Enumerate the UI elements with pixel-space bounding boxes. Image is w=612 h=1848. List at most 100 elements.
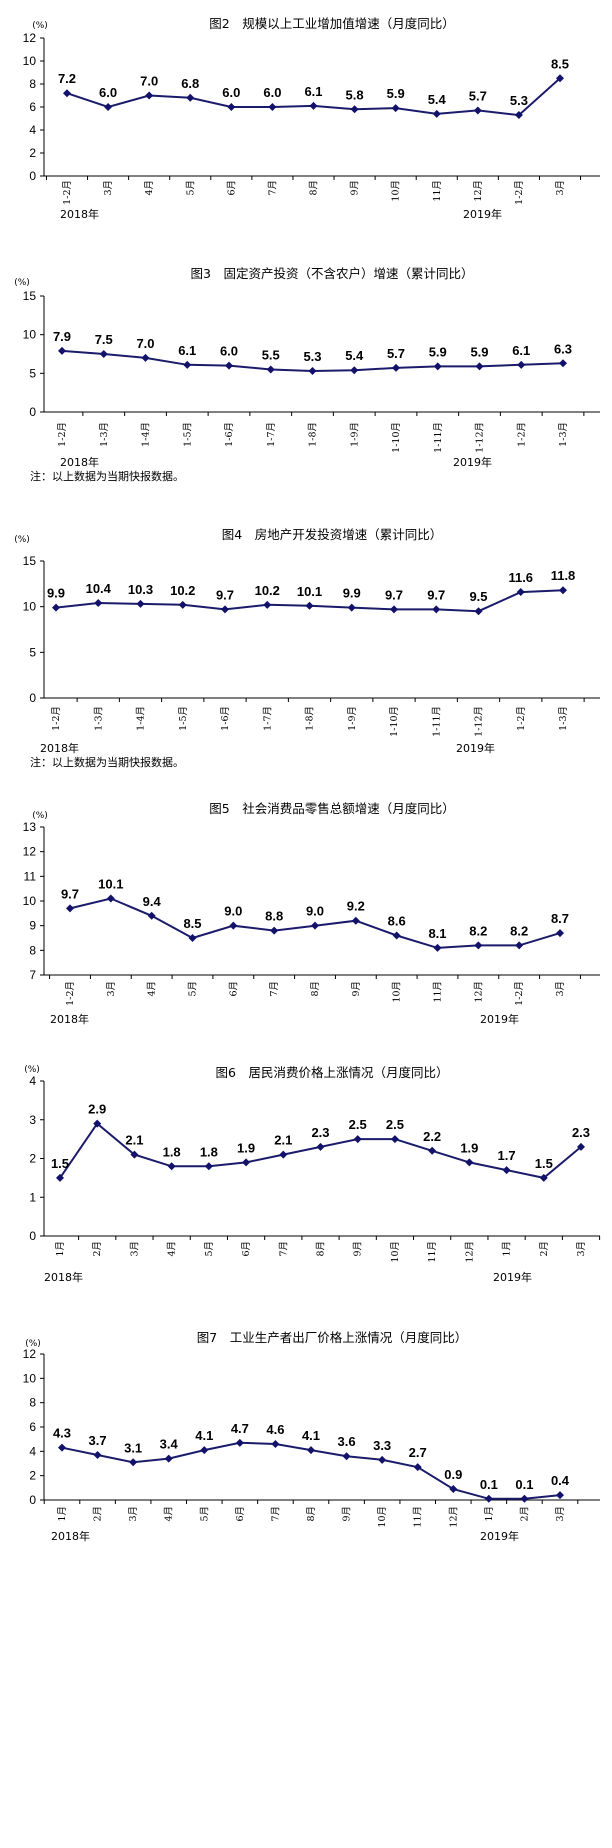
data-label: 9.7 xyxy=(385,587,403,602)
data-label: 6.0 xyxy=(99,85,117,100)
data-label: 4.6 xyxy=(266,1422,284,1437)
data-label: 7.2 xyxy=(58,71,76,86)
chart-title: 图7 工业生产者出厂价格上涨情况（月度同比） xyxy=(197,1330,467,1345)
x-tick-label: 3月 xyxy=(576,1241,587,1257)
data-label: 0.9 xyxy=(444,1467,462,1482)
data-point-marker xyxy=(577,1142,585,1151)
data-label: 0.1 xyxy=(515,1477,533,1492)
data-point-marker xyxy=(242,1158,251,1167)
y-tick-label: 11 xyxy=(24,869,37,883)
x-tick-label: 1-2月 xyxy=(516,706,527,731)
data-point-marker xyxy=(200,1446,209,1455)
data-point-marker xyxy=(392,931,401,940)
data-label: 7.5 xyxy=(95,332,113,347)
data-label: 10.1 xyxy=(98,877,123,892)
chart-title: 图5 社会消费品零售总额增速（月度同比） xyxy=(209,801,454,816)
data-point-marker xyxy=(413,1463,422,1472)
x-tick-label: 8月 xyxy=(310,981,321,997)
x-tick-label: 8月 xyxy=(316,1241,327,1257)
data-point-marker xyxy=(391,104,400,113)
data-label: 0.1 xyxy=(480,1477,498,1492)
data-label: 2.3 xyxy=(311,1125,329,1140)
year-label-2019: 2019年 xyxy=(456,741,495,755)
data-label: 5.3 xyxy=(510,93,528,108)
data-point-marker xyxy=(556,74,564,83)
x-tick-label: 1-3月 xyxy=(93,706,104,731)
chart-panel-fig4: 图4 房地产开发投资增速（累计同比） (%) 0 5 10 15 1-2月 1-3月 1-4月 1… xyxy=(0,522,612,792)
data-label: 1.5 xyxy=(535,1156,553,1171)
chart-title: 图4 房地产开发投资增速（累计同比） xyxy=(222,527,442,542)
y-tick-label: 0 xyxy=(29,405,36,419)
y-axis-unit-label: (%) xyxy=(32,811,48,821)
data-label: 7.9 xyxy=(53,329,71,344)
data-label: 5.3 xyxy=(303,349,321,364)
data-label: 2.1 xyxy=(274,1133,292,1148)
data-label: 5.4 xyxy=(428,92,447,107)
x-tick-label: 1-2月 xyxy=(65,981,76,1006)
x-tick-label: 1-2月 xyxy=(51,706,62,731)
y-tick-label: 3 xyxy=(29,1113,36,1127)
chart-fig5: 图5 社会消费品零售总额增速（月度同比） (%) 7 8 9 10 11 12 13 1-2月 3月… xyxy=(23,801,600,1026)
x-tick-label: 1-4月 xyxy=(141,422,152,447)
data-label: 4.1 xyxy=(302,1428,320,1443)
y-axis-unit-label: (%) xyxy=(14,278,30,288)
x-tick-label: 1-11月 xyxy=(433,422,444,453)
y-tick-label: 12 xyxy=(23,31,37,45)
year-label-2019: 2019年 xyxy=(480,1529,519,1543)
data-point-marker xyxy=(520,1494,529,1503)
x-tick-label: 2月 xyxy=(519,1506,530,1522)
data-point-marker xyxy=(556,1491,564,1500)
x-tick-label: 12月 xyxy=(464,1241,475,1263)
data-point-marker xyxy=(136,599,145,608)
year-label-2018: 2018年 xyxy=(40,741,79,755)
data-point-marker xyxy=(556,929,564,938)
x-tick-label: 5月 xyxy=(199,1506,210,1522)
x-tick-label: 11月 xyxy=(427,1241,438,1263)
y-tick-label: 15 xyxy=(23,554,37,568)
y-tick-label: 2 xyxy=(29,146,36,160)
data-label: 1.9 xyxy=(237,1140,255,1155)
year-label-2018: 2018年 xyxy=(51,1529,90,1543)
x-tick-label: 9月 xyxy=(350,180,361,196)
data-point-marker xyxy=(559,359,567,368)
x-tick-label: 4月 xyxy=(164,1506,175,1522)
x-tick-label: 9月 xyxy=(342,1506,353,1522)
x-tick-label: 1-4月 xyxy=(136,706,147,731)
data-point-marker xyxy=(432,605,441,614)
x-tick-label: 1-9月 xyxy=(347,706,358,731)
data-point-marker xyxy=(147,911,156,920)
x-tick-label: 1-12月 xyxy=(475,422,486,453)
data-point-marker xyxy=(130,1150,139,1159)
y-tick-label: 4 xyxy=(29,1074,36,1088)
x-tick-label: 1-5月 xyxy=(182,422,193,447)
x-tick-label: 5月 xyxy=(188,981,199,997)
data-point-marker xyxy=(63,89,71,98)
x-tick-label: 2月 xyxy=(93,1506,104,1522)
data-point-marker xyxy=(392,363,400,372)
data-point-marker xyxy=(188,934,197,942)
data-point-marker xyxy=(106,894,115,903)
data-point-marker xyxy=(502,1166,511,1175)
x-tick-label: 9月 xyxy=(351,981,362,997)
y-tick-label: 8 xyxy=(29,1396,36,1410)
x-tick-label: 10月 xyxy=(377,1506,388,1528)
x-tick-label: 1-7月 xyxy=(266,422,277,447)
chart-fig3: 图3 固定资产投资（不含农户）增速（累计同比） (%) 0 5 10 15 1-2月 1-3月… xyxy=(14,266,600,483)
y-tick-label: 4 xyxy=(29,123,36,137)
data-point-marker xyxy=(433,362,442,371)
x-tick-label: 12月 xyxy=(473,981,484,1003)
y-tick-label: 6 xyxy=(29,1420,36,1434)
data-point-marker xyxy=(432,109,441,118)
data-label: 5.4 xyxy=(345,348,364,363)
data-label: 1.9 xyxy=(460,1140,478,1155)
year-label-2018: 2018年 xyxy=(60,207,99,221)
data-label: 4.1 xyxy=(195,1428,213,1443)
x-tick-label: 1-8月 xyxy=(308,422,319,447)
data-label: 9.2 xyxy=(347,899,365,914)
y-axis-unit-label: (%) xyxy=(25,1339,41,1349)
data-label: 4.3 xyxy=(53,1426,71,1441)
data-label: 6.0 xyxy=(222,85,240,100)
x-tick-label: 1-11月 xyxy=(431,706,442,737)
x-tick-label: 6月 xyxy=(235,1506,246,1522)
data-point-marker xyxy=(93,1450,102,1459)
